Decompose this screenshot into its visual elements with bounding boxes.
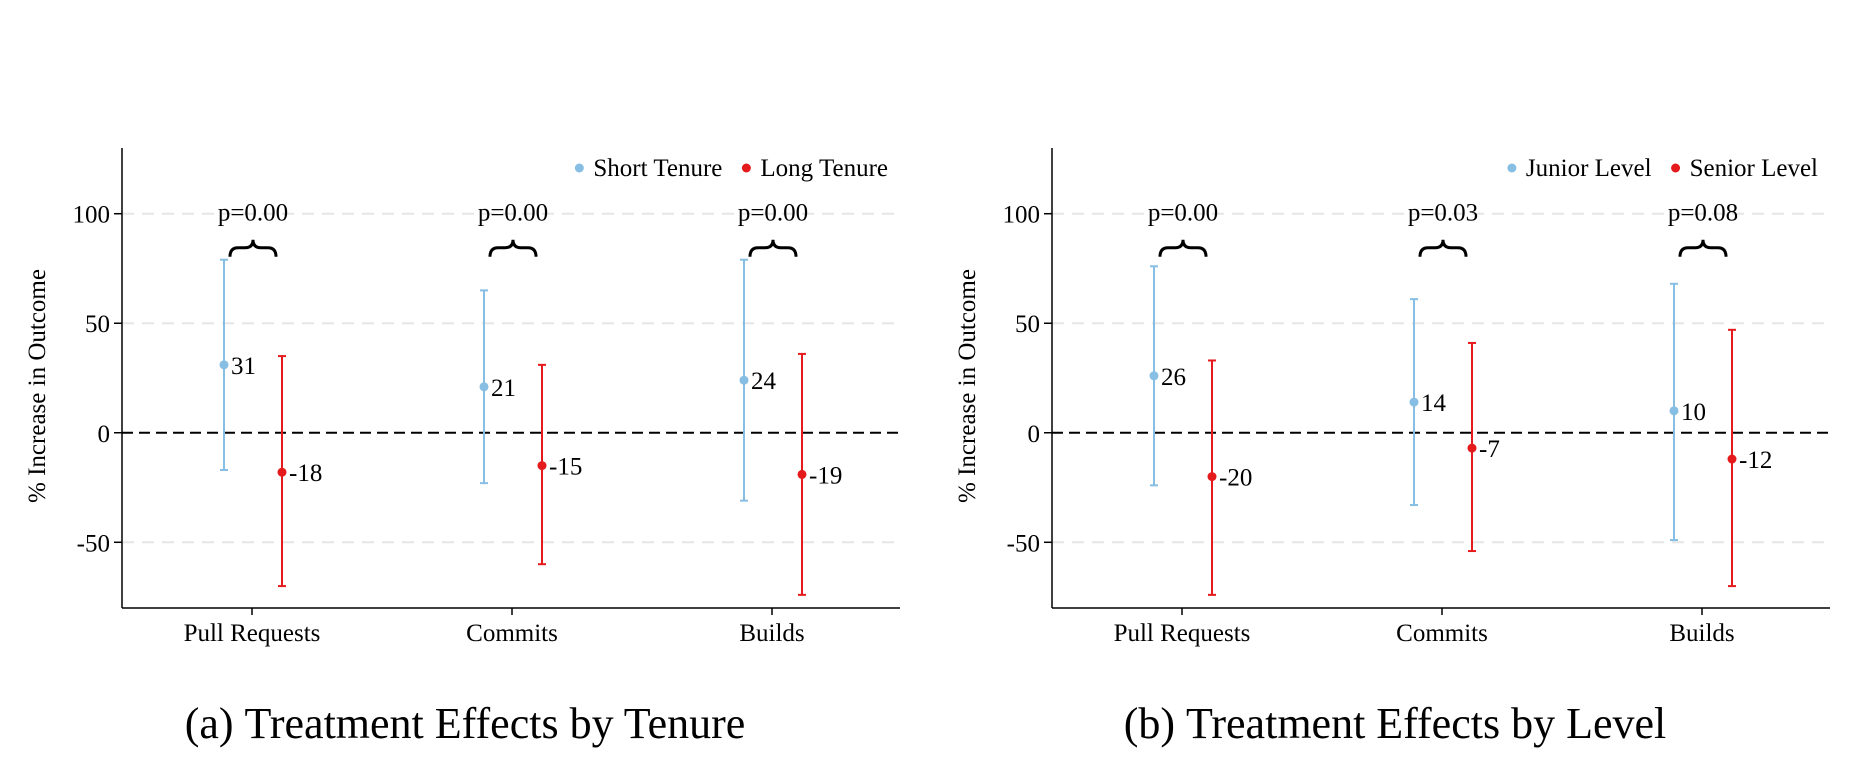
chart-panel-tenure: -50 0 50 100 % Increase in Outcome Pull Reque… xyxy=(0,148,930,750)
y-tick-label: 0 xyxy=(1028,421,1041,448)
point-estimate xyxy=(1149,371,1159,381)
caption-tenure: (a) Treatment Effects by Tenure xyxy=(0,698,930,750)
p-value-label: p=0.00 xyxy=(738,200,808,227)
legend-marker xyxy=(1507,163,1517,173)
legend-label: Senior Level xyxy=(1690,155,1818,182)
point-estimate xyxy=(277,467,287,477)
y-axis-label: % Increase in Outcome xyxy=(954,269,981,503)
y-tick-label: 100 xyxy=(73,202,111,229)
y-tick-label: -50 xyxy=(1007,530,1040,557)
legend-label: Junior Level xyxy=(1526,155,1652,182)
comparison-brace xyxy=(228,239,278,257)
point-estimate xyxy=(219,360,229,370)
x-tick-label: Commits xyxy=(466,620,558,647)
y-axis-label: % Increase in Outcome xyxy=(24,269,51,503)
point-estimate xyxy=(739,375,749,385)
comparison-brace xyxy=(1678,239,1728,257)
y-tick-label: 0 xyxy=(98,421,111,448)
value-label: 10 xyxy=(1681,399,1706,426)
x-tick-label: Builds xyxy=(739,620,804,647)
point-estimate xyxy=(1669,406,1679,416)
point-estimate xyxy=(1467,443,1477,453)
point-estimate xyxy=(1207,472,1217,482)
y-tick-label: 100 xyxy=(1003,202,1041,229)
x-tick-label: Commits xyxy=(1396,620,1488,647)
caption-title: Treatment Effects by Level xyxy=(1186,699,1667,748)
caption-title: Treatment Effects by Tenure xyxy=(244,699,746,748)
value-label: 21 xyxy=(491,375,516,402)
point-estimate xyxy=(479,382,489,392)
comparison-brace xyxy=(748,239,798,257)
chart-panel-level: -50 0 50 100 % Increase in Outcome Pull Reque… xyxy=(930,0,1860,772)
value-label: 14 xyxy=(1421,390,1447,417)
chart-tenure: -50 0 50 100 % Increase in Outcome Pull Reque… xyxy=(24,148,900,647)
caption-level: (b) Treatment Effects by Level xyxy=(930,698,1860,750)
point-estimate xyxy=(1727,454,1737,464)
p-value-label: p=0.00 xyxy=(478,200,548,227)
point-estimate xyxy=(797,469,807,479)
x-tick-label: Pull Requests xyxy=(1114,620,1251,647)
p-value-label: p=0.00 xyxy=(218,200,288,227)
caption-label: (b) xyxy=(1123,699,1176,748)
p-value-label: p=0.00 xyxy=(1148,200,1218,227)
p-value-label: p=0.03 xyxy=(1408,200,1478,227)
comparison-brace xyxy=(488,239,538,257)
legend-marker xyxy=(1671,163,1681,173)
value-label: -19 xyxy=(809,462,842,489)
x-tick-label: Pull Requests xyxy=(184,620,321,647)
y-tick-label: 50 xyxy=(85,311,110,338)
comparison-brace xyxy=(1418,239,1468,257)
value-label: -7 xyxy=(1479,436,1500,463)
value-label: -18 xyxy=(289,460,322,487)
point-estimate xyxy=(1409,397,1419,407)
legend-marker xyxy=(574,163,584,173)
value-label: -15 xyxy=(549,454,582,481)
value-label: 26 xyxy=(1161,364,1186,391)
p-value-label: p=0.08 xyxy=(1668,200,1738,227)
y-tick-label: -50 xyxy=(77,530,110,557)
legend-label: Short Tenure xyxy=(593,155,722,182)
legend-marker xyxy=(741,163,751,173)
comparison-brace xyxy=(1158,239,1208,257)
value-label: -12 xyxy=(1739,447,1772,474)
value-label: 31 xyxy=(231,353,256,380)
legend: Long Tenure Short Tenure xyxy=(574,155,888,182)
caption-label: (a) xyxy=(184,699,234,748)
chart-level: -50 0 50 100 % Increase in Outcome Pull Reque… xyxy=(954,148,1830,647)
x-tick-label: Builds xyxy=(1669,620,1734,647)
legend-label: Long Tenure xyxy=(760,155,888,182)
point-estimate xyxy=(537,461,547,471)
value-label: 24 xyxy=(751,368,777,395)
legend: Senior Level Junior Level xyxy=(1507,155,1818,182)
value-label: -20 xyxy=(1219,465,1252,492)
y-tick-label: 50 xyxy=(1015,311,1040,338)
